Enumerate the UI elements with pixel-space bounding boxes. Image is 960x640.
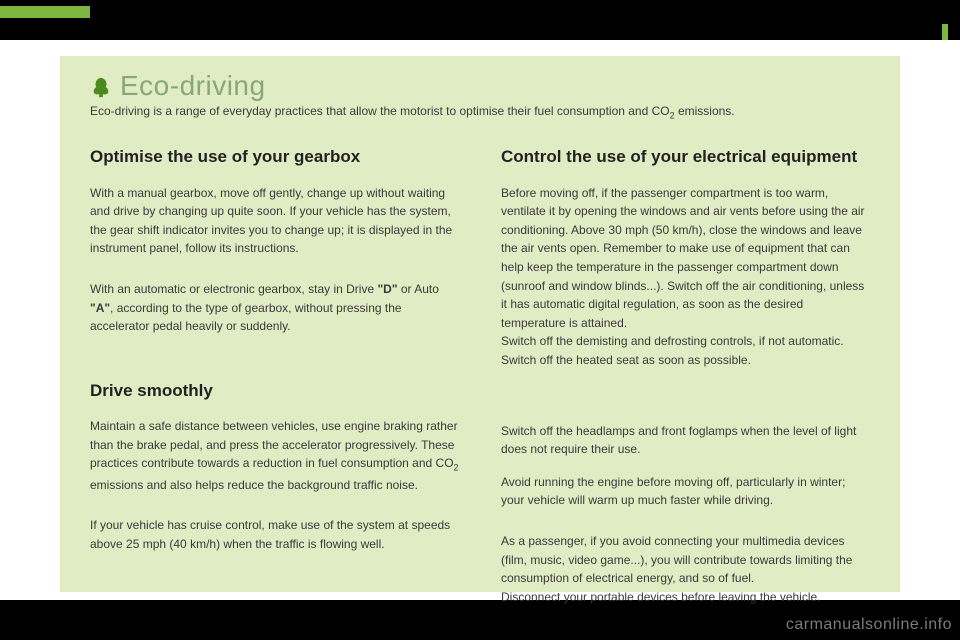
left-h2: Drive smoothly [90, 380, 459, 401]
right-p2: Switch off the headlamps and front fogla… [501, 422, 870, 459]
title-row: Eco-driving [90, 70, 870, 102]
page-title: Eco-driving [120, 70, 266, 102]
left-p2-c: or Auto [398, 282, 439, 296]
tree-icon [90, 76, 112, 103]
right-p4b: Disconnect your portable devices before … [501, 588, 870, 607]
intro-a: Eco-driving is a range of everyday pract… [90, 104, 670, 118]
left-p3-sub: 2 [454, 463, 459, 473]
left-h1: Optimise the use of your gearbox [90, 146, 459, 167]
top-bar-accent [0, 6, 90, 18]
side-marker [942, 24, 948, 40]
left-p2: With an automatic or electronic gearbox,… [90, 280, 459, 336]
right-p1b: Switch off the demisting and defrosting … [501, 332, 870, 351]
top-bar [0, 0, 960, 24]
left-column: Optimise the use of your gearbox With a … [90, 146, 459, 628]
right-p1c: Switch off the heated seat as soon as po… [501, 351, 870, 370]
intro-b: emissions. [675, 104, 735, 118]
watermark: carmanualsonline.info [786, 616, 952, 634]
right-p1: Before moving off, if the passenger comp… [501, 184, 870, 333]
left-p4: If your vehicle has cruise control, make… [90, 516, 459, 553]
columns: Optimise the use of your gearbox With a … [90, 146, 870, 628]
left-p2-b2: "A" [90, 301, 110, 315]
right-p4: As a passenger, if you avoid connecting … [501, 532, 870, 588]
left-p3-b: emissions and also helps reduce the back… [90, 478, 418, 492]
left-p2-a: With an automatic or electronic gearbox,… [90, 282, 377, 296]
right-h1: Control the use of your electrical equip… [501, 146, 870, 167]
right-p3: Avoid running the engine before moving o… [501, 473, 870, 510]
left-p2-d: , according to the type of gearbox, with… [90, 301, 402, 334]
left-p3: Maintain a safe distance between vehicle… [90, 417, 459, 494]
intro-text: Eco-driving is a range of everyday pract… [90, 104, 870, 120]
content-panel: Eco-driving Eco-driving is a range of ev… [60, 56, 900, 592]
left-p1: With a manual gearbox, move off gently, … [90, 184, 459, 258]
left-p3-a: Maintain a safe distance between vehicle… [90, 419, 458, 470]
right-column: Control the use of your electrical equip… [501, 146, 870, 628]
left-p2-b1: "D" [377, 282, 397, 296]
